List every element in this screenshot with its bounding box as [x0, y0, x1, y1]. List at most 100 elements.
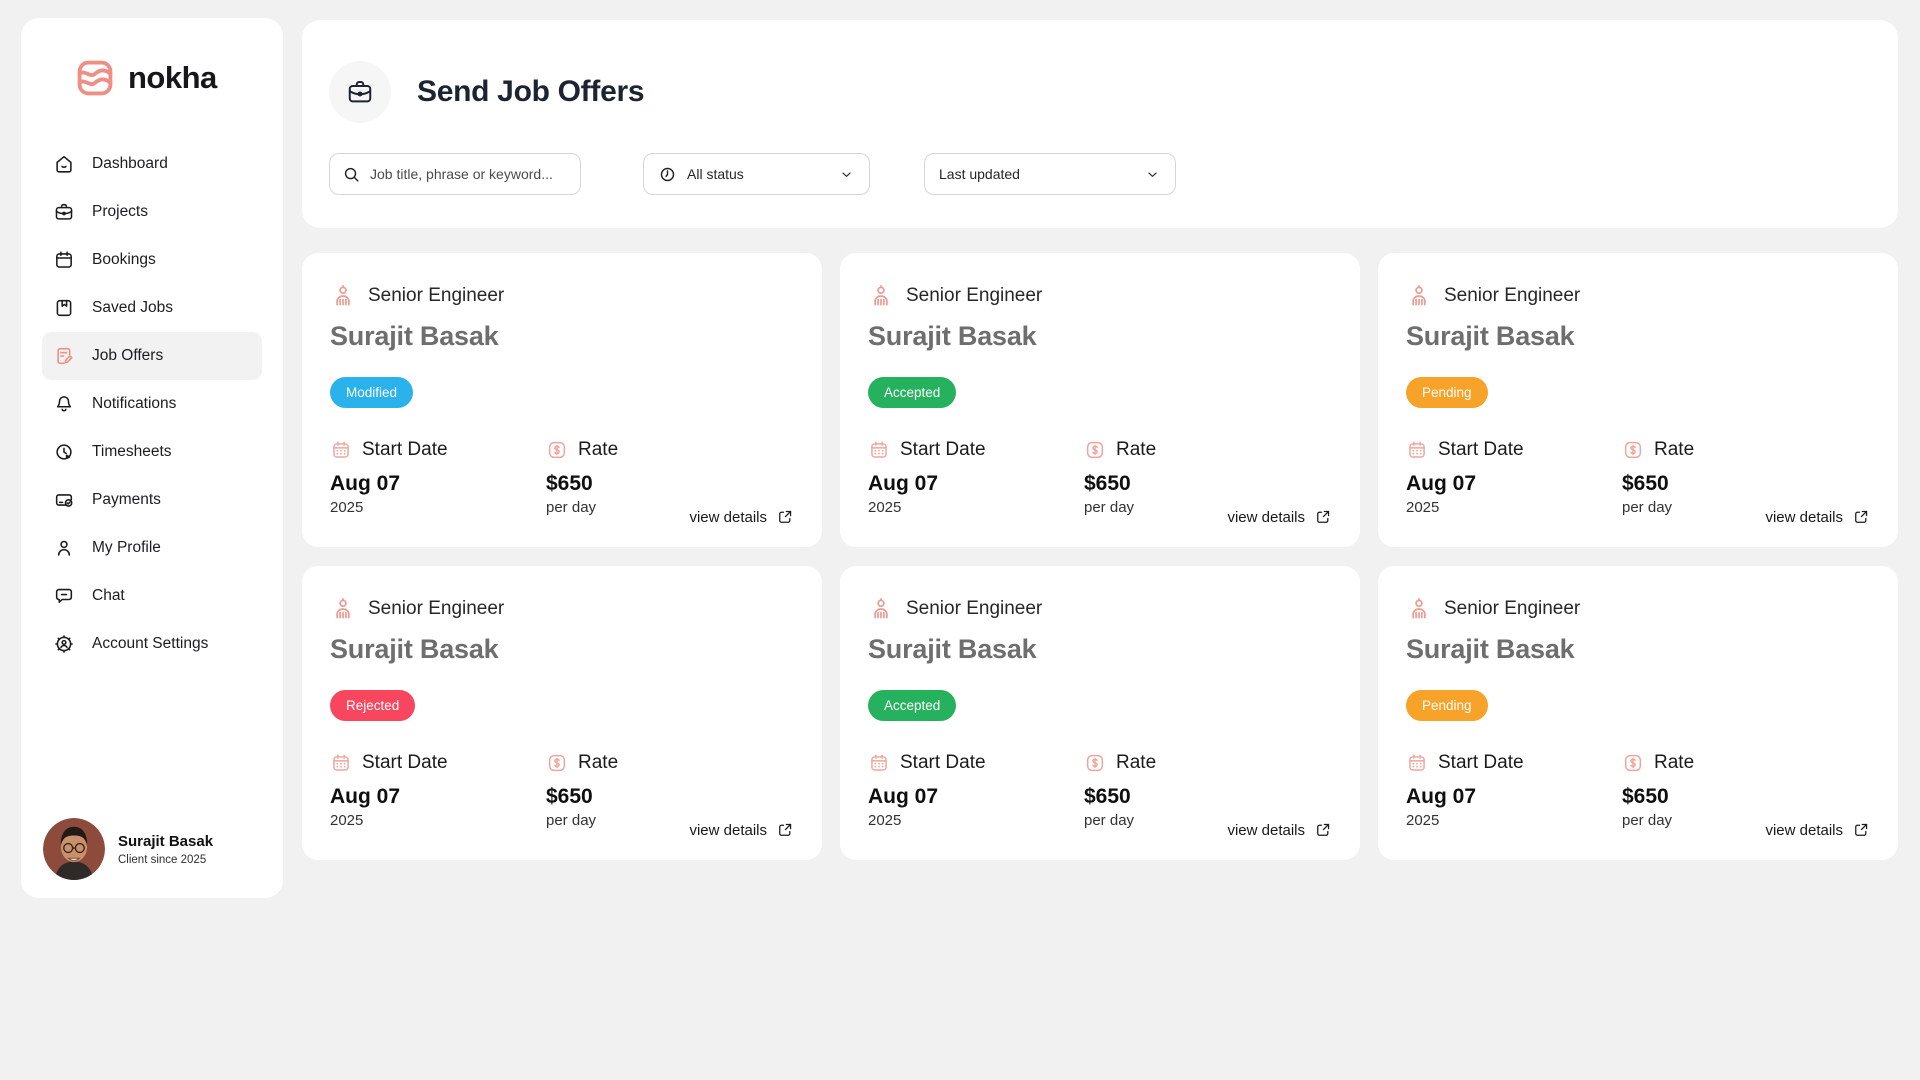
start-date-year: 2025 — [330, 499, 364, 516]
job-title: Senior Engineer — [1444, 285, 1581, 306]
calendar-icon — [1406, 752, 1428, 774]
rate-value: $650 — [546, 472, 593, 495]
rate-label: Rate — [1116, 439, 1157, 460]
filters-row: All status Last updated — [329, 153, 1871, 195]
search-icon — [342, 165, 361, 184]
rate-label: Rate — [578, 752, 619, 773]
avatar — [43, 818, 105, 880]
sidebar-item-payments[interactable]: Payments — [42, 476, 262, 524]
dollar-icon — [1084, 439, 1106, 461]
rate-value: $650 — [1084, 785, 1131, 808]
sidebar-nav: Dashboard Projects Bookings Saved Jobs Job O… — [21, 140, 283, 668]
sidebar-profile[interactable]: Surajit Basak Client since 2025 — [43, 818, 213, 880]
sidebar-item-label: Chat — [92, 587, 125, 604]
briefcase-icon — [345, 77, 375, 107]
status-badge: Modified — [330, 377, 414, 408]
chevron-down-icon — [1144, 166, 1161, 183]
sidebar-item-notifications[interactable]: Notifications — [42, 380, 262, 428]
bookmark-icon — [53, 297, 75, 319]
sidebar-item-saved-jobs[interactable]: Saved Jobs — [42, 284, 262, 332]
start-date-year: 2025 — [868, 812, 902, 829]
candidate-name: Surajit Basak — [330, 634, 499, 664]
search-input[interactable] — [370, 166, 568, 182]
start-date-label: Start Date — [362, 752, 448, 773]
view-details-link[interactable]: view details — [689, 821, 794, 839]
briefcase-icon — [53, 201, 75, 223]
job-offer-card: Senior Engineer Surajit Basak Pending St… — [1378, 253, 1898, 547]
view-details-label: view details — [689, 508, 767, 526]
chevron-down-icon — [838, 166, 855, 183]
gear-icon — [53, 633, 75, 655]
sidebar-item-account-settings[interactable]: Account Settings — [42, 620, 262, 668]
brand-name: nokha — [128, 60, 217, 95]
start-date-year: 2025 — [1406, 812, 1440, 829]
payment-card-icon — [53, 489, 75, 511]
candidate-name: Surajit Basak — [868, 634, 1037, 664]
sidebar-item-label: Account Settings — [92, 635, 209, 652]
sidebar-item-bookings[interactable]: Bookings — [42, 236, 262, 284]
view-details-label: view details — [1227, 821, 1305, 839]
rate-label: Rate — [1654, 439, 1695, 460]
sidebar-item-label: Projects — [92, 203, 148, 220]
engineer-icon — [1406, 596, 1432, 622]
job-title: Senior Engineer — [1444, 598, 1581, 619]
page-title: Send Job Offers — [417, 75, 645, 108]
dollar-icon — [1084, 752, 1106, 774]
status-badge: Accepted — [868, 690, 957, 721]
sidebar-item-my-profile[interactable]: My Profile — [42, 524, 262, 572]
sidebar: nokha Dashboard Projects Bookings Saved Job… — [21, 18, 283, 898]
status-badge: Pending — [1406, 377, 1488, 408]
sidebar-item-label: Dashboard — [92, 155, 168, 172]
start-date-value: Aug 07 — [1406, 472, 1477, 495]
external-link-icon — [1314, 821, 1332, 839]
sidebar-item-timesheets[interactable]: Timesheets — [42, 428, 262, 476]
view-details-link[interactable]: view details — [1227, 508, 1332, 526]
job-offers-icon — [53, 345, 75, 367]
view-details-link[interactable]: view details — [1765, 821, 1870, 839]
start-date-year: 2025 — [330, 812, 364, 829]
profile-subtitle: Client since 2025 — [118, 853, 207, 866]
rate-value: $650 — [1084, 472, 1131, 495]
start-date-value: Aug 07 — [330, 472, 401, 495]
engineer-icon — [330, 283, 356, 309]
sidebar-item-label: My Profile — [92, 539, 161, 556]
page-title-icon-circle — [329, 61, 391, 123]
external-link-icon — [776, 508, 794, 526]
brand-logo: nokha — [21, 18, 283, 100]
candidate-name: Surajit Basak — [1406, 321, 1575, 351]
engineer-icon — [1406, 283, 1432, 309]
view-details-link[interactable]: view details — [1227, 821, 1332, 839]
start-date-year: 2025 — [868, 499, 902, 516]
start-date-label: Start Date — [1438, 752, 1524, 773]
rate-value: $650 — [1622, 472, 1669, 495]
start-date-label: Start Date — [1438, 439, 1524, 460]
status-badge: Accepted — [868, 377, 957, 408]
sidebar-item-label: Job Offers — [92, 347, 164, 364]
start-date-label: Start Date — [900, 439, 986, 460]
view-details-link[interactable]: view details — [689, 508, 794, 526]
view-details-link[interactable]: view details — [1765, 508, 1870, 526]
brand-logo-icon — [73, 56, 117, 100]
timer-icon — [53, 441, 75, 463]
sidebar-item-label: Timesheets — [92, 443, 172, 460]
candidate-name: Surajit Basak — [330, 321, 499, 351]
status-filter-dropdown[interactable]: All status — [643, 153, 870, 195]
view-details-label: view details — [1765, 508, 1843, 526]
job-offer-card: Senior Engineer Surajit Basak Pending St… — [1378, 566, 1898, 860]
sort-dropdown[interactable]: Last updated — [924, 153, 1176, 195]
external-link-icon — [1852, 821, 1870, 839]
sidebar-item-projects[interactable]: Projects — [42, 188, 262, 236]
engineer-icon — [868, 596, 894, 622]
job-title: Senior Engineer — [368, 598, 505, 619]
dollar-icon — [546, 752, 568, 774]
view-details-label: view details — [689, 821, 767, 839]
sidebar-item-job-offers[interactable]: Job Offers — [42, 332, 262, 380]
job-title: Senior Engineer — [368, 285, 505, 306]
calendar-icon — [330, 439, 352, 461]
sidebar-item-chat[interactable]: Chat — [42, 572, 262, 620]
job-offer-card: Senior Engineer Surajit Basak Rejected S… — [302, 566, 822, 860]
calendar-icon — [1406, 439, 1428, 461]
sidebar-item-label: Saved Jobs — [92, 299, 173, 316]
sidebar-item-dashboard[interactable]: Dashboard — [42, 140, 262, 188]
sidebar-item-label: Notifications — [92, 395, 177, 412]
